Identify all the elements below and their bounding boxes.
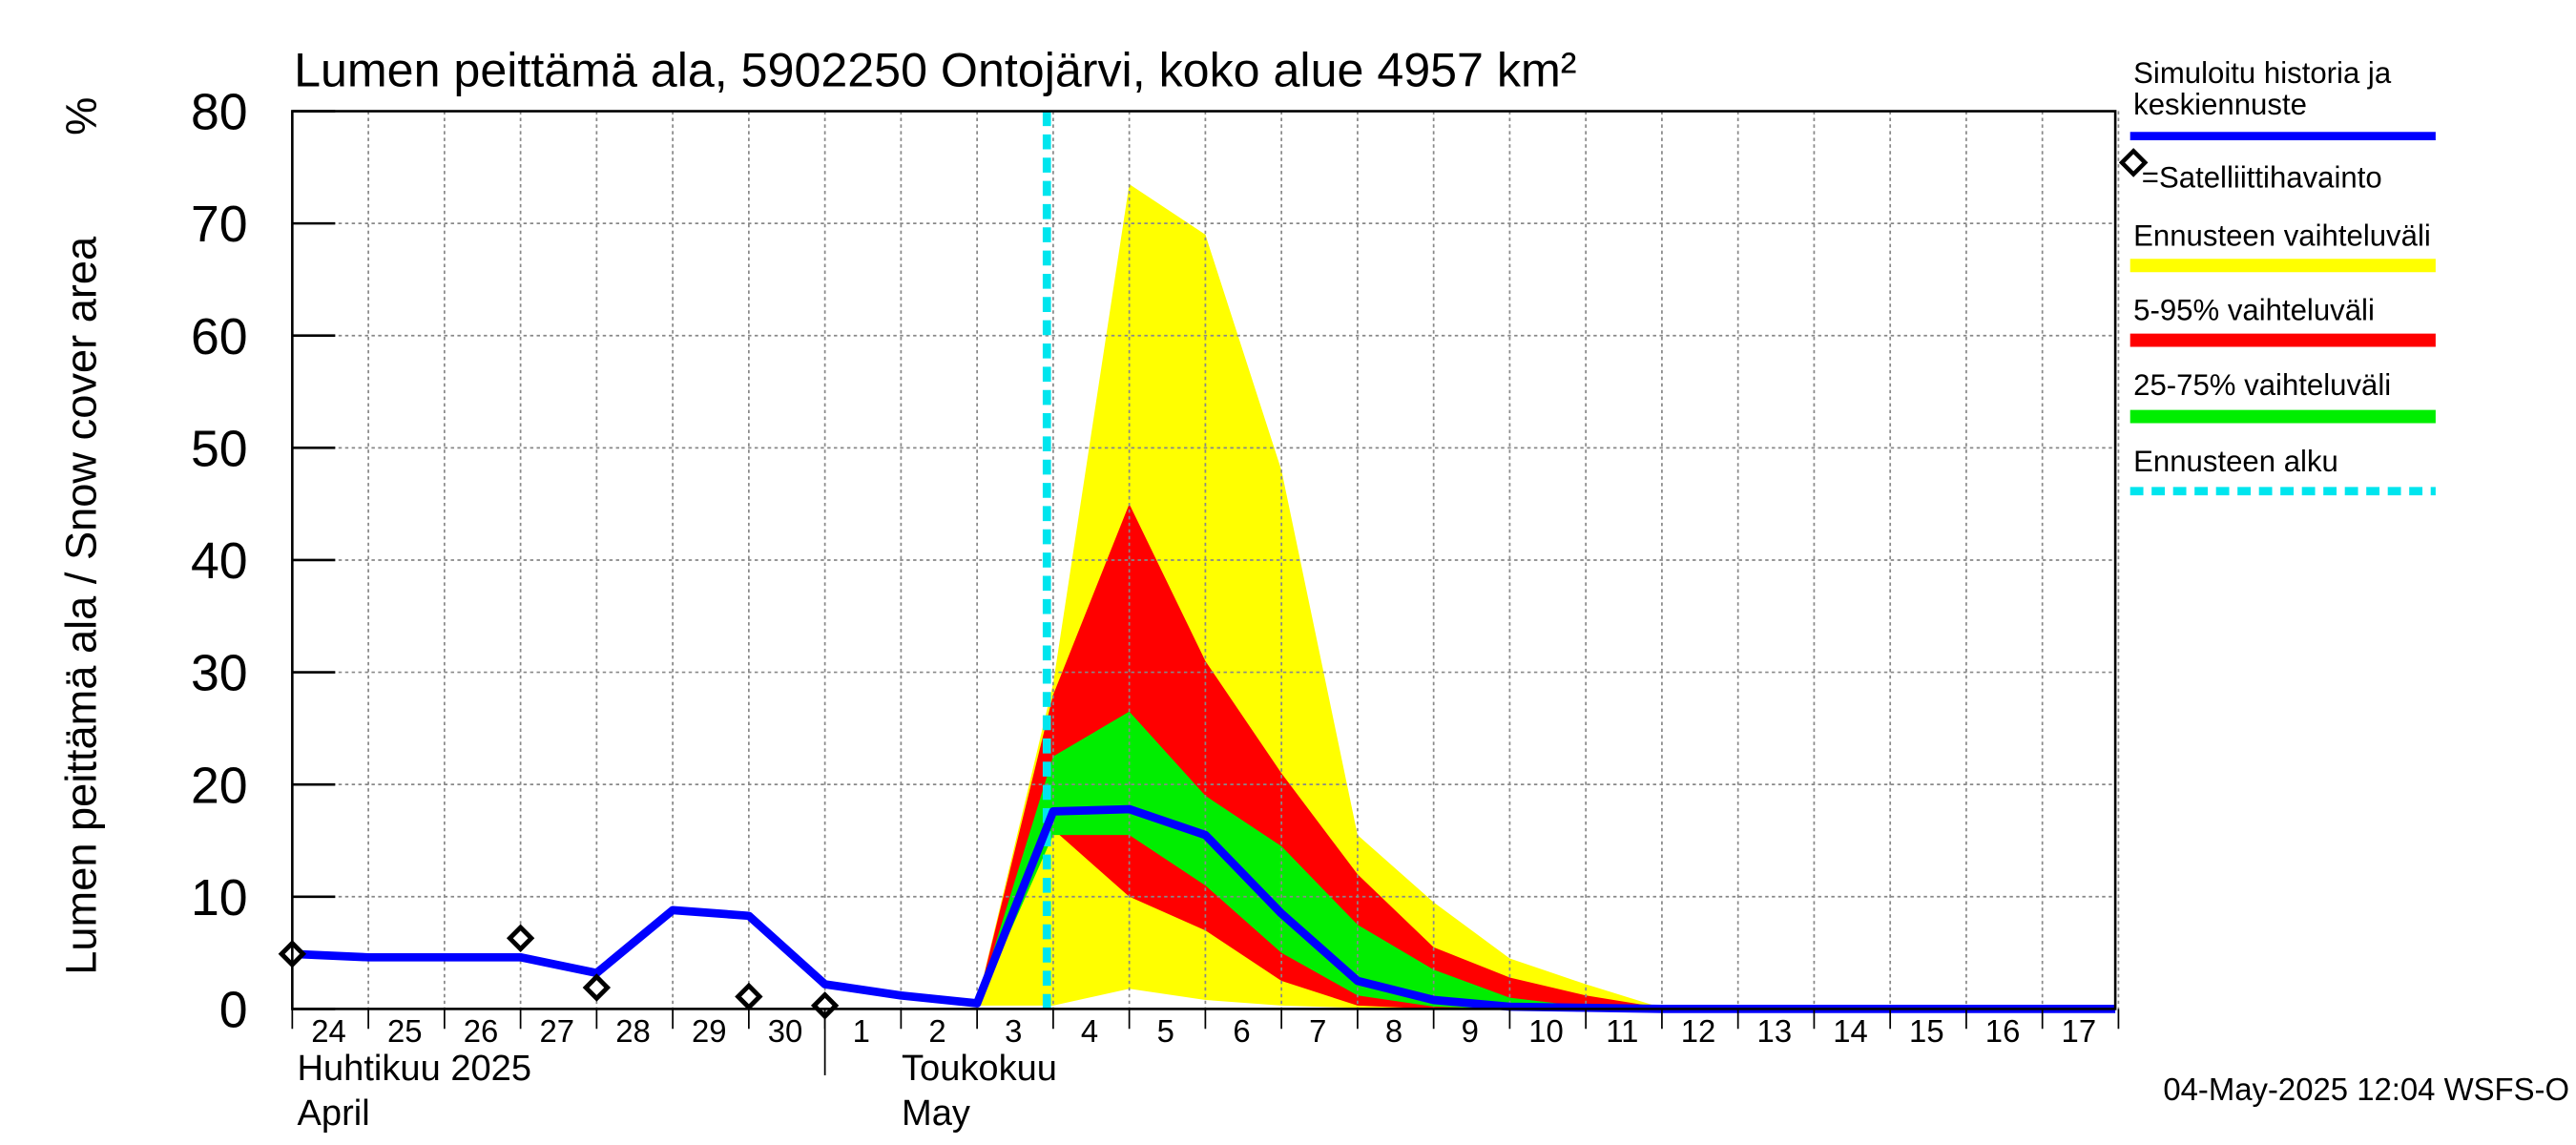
x-tick-label: 29 [692, 1013, 727, 1049]
month-label-april-fi: Huhtikuu 2025 [298, 1048, 531, 1089]
y-tick-label: 40 [191, 532, 248, 590]
y-tick-label: 20 [191, 757, 248, 814]
legend-label-mean-line: Simuloitu historia ja keskiennuste [2133, 56, 2399, 121]
y-tick-label: 80 [191, 84, 248, 141]
y-tick-label: 0 [219, 981, 248, 1038]
x-tick-label: 25 [387, 1013, 423, 1049]
month-label-april-en: April [298, 1093, 370, 1134]
y-tick-label: 10 [191, 869, 248, 926]
x-tick-label: 4 [1081, 1013, 1098, 1049]
satellite-marker [735, 982, 763, 1011]
x-tick-label: 16 [1985, 1013, 2021, 1049]
x-tick-label: 7 [1309, 1013, 1326, 1049]
y-tick-label: 50 [191, 420, 248, 477]
satellite-marker [506, 924, 535, 953]
x-tick-label: 27 [539, 1013, 574, 1049]
y-tick-label: 30 [191, 645, 248, 702]
x-tick-label: 3 [1005, 1013, 1022, 1049]
legend-swatch-satellite-marker [2118, 148, 2149, 177]
forecast-bands [977, 183, 1662, 1010]
x-tick-label: 15 [1909, 1013, 1944, 1049]
band-2 [977, 504, 1662, 1010]
y-axis-label: Lumen peittämä ala / Snow cover area [56, 236, 105, 975]
y-axis-unit: % [56, 97, 105, 135]
x-tick-labels: 24 25 26 27 28 29 30 1 2 3 4 5 6 7 8 9 10 11 12 13 14 15 16 17 [311, 1013, 2096, 1049]
legend-label-5-95: 5-95% vaihteluväli [2133, 294, 2375, 327]
legend-label-forecast-start: Ennusteen alku [2133, 445, 2338, 478]
x-tick-label: 5 [1157, 1013, 1174, 1049]
x-tick-label: 10 [1528, 1013, 1564, 1049]
x-tick-label: 17 [2062, 1013, 2097, 1049]
legend: Simuloitu historia ja keskiennuste =Sate… [2118, 56, 2436, 496]
chart-title: Lumen peittämä ala, 5902250 Ontojärvi, k… [294, 42, 1576, 96]
band-3 [977, 711, 1587, 1010]
x-tick-label: 11 [1606, 1013, 1638, 1049]
x-tick-label: 9 [1462, 1013, 1479, 1049]
axes [291, 110, 2120, 1075]
legend-label-satellite: =Satelliittihavainto [2142, 160, 2382, 194]
legend-label-range: Ennusteen vaihteluväli [2133, 219, 2431, 252]
legend-label-mean-line-2: keskiennuste [2133, 88, 2307, 121]
x-tick-label: 6 [1233, 1013, 1250, 1049]
x-tick-label: 8 [1385, 1013, 1402, 1049]
x-tick-label: 28 [615, 1013, 651, 1049]
month-label-may-en: May [902, 1093, 970, 1134]
x-tick-label: 14 [1833, 1013, 1868, 1049]
x-tick-label: 26 [464, 1013, 499, 1049]
x-tick-label: 30 [768, 1013, 803, 1049]
x-tick-label: 13 [1757, 1013, 1793, 1049]
plot-area [278, 110, 2120, 1075]
y-tick-labels: 0 10 20 30 40 50 60 70 80 [191, 84, 248, 1039]
x-tick-label: 24 [311, 1013, 346, 1049]
legend-label-mean-line-1: Simuloitu historia ja [2133, 56, 2392, 90]
x-tick-label: 12 [1681, 1013, 1716, 1049]
legend-label-25-75: 25-75% vaihteluväli [2133, 368, 2391, 402]
x-tick-label: 2 [928, 1013, 945, 1049]
y-tick-label: 70 [191, 196, 248, 253]
x-tick-label: 1 [853, 1013, 870, 1049]
timestamp: 04-May-2025 12:04 WSFS-O [2163, 1072, 2569, 1107]
satellite-marker [582, 973, 612, 1002]
month-label-may-fi: Toukokuu [902, 1048, 1057, 1089]
y-tick-label: 60 [191, 308, 248, 365]
